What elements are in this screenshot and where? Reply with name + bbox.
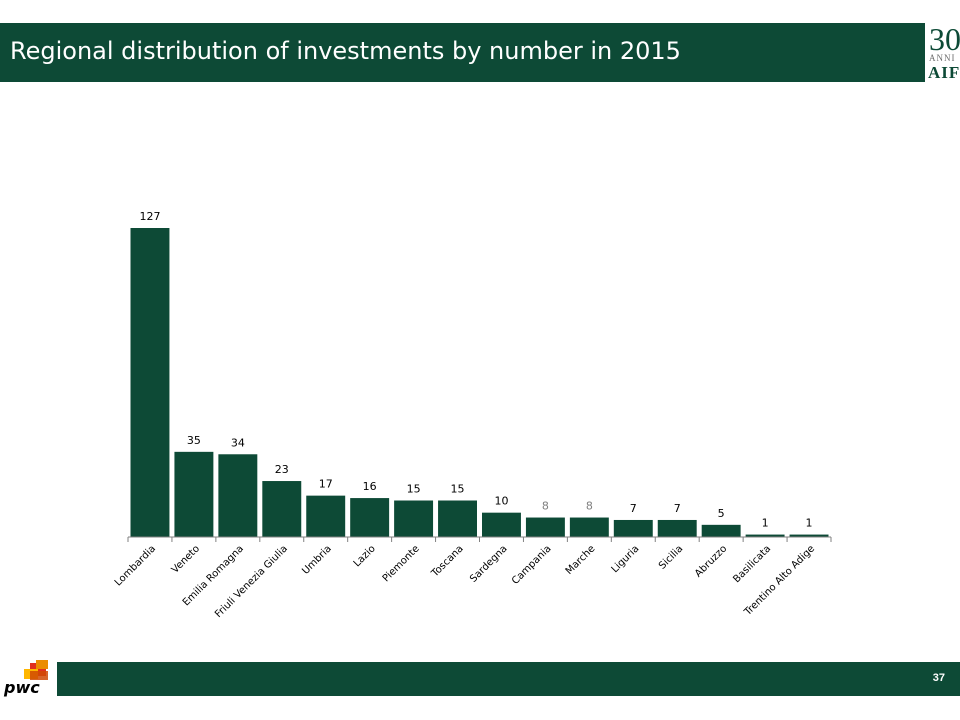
- category-label: Abruzzo: [693, 543, 729, 579]
- bar: [438, 500, 477, 537]
- data-label: 10: [494, 495, 508, 508]
- category-label: Campania: [510, 543, 554, 587]
- bar: [789, 534, 829, 537]
- bar: [569, 517, 609, 537]
- category-label: Sardegna: [468, 543, 510, 585]
- page-title: Regional distribution of investments by …: [10, 37, 681, 65]
- pwc-logo-text: pwc: [4, 678, 40, 697]
- bar: [174, 451, 214, 537]
- bar: [701, 524, 741, 537]
- data-label: 34: [231, 436, 245, 449]
- footer-bar: 37: [57, 662, 960, 696]
- data-label: 1: [806, 517, 813, 530]
- data-label: 127: [139, 210, 160, 223]
- category-label: Friuli Venezia Giulia: [213, 543, 290, 620]
- pwc-logo-mark: [24, 660, 48, 680]
- data-label: 8: [586, 500, 593, 513]
- bar: [525, 517, 565, 537]
- aifi-logo-anni: ANNI: [929, 53, 956, 63]
- data-label: 5: [718, 507, 725, 520]
- bar: [262, 481, 302, 537]
- data-label: 15: [451, 483, 465, 496]
- category-label: Lazio: [352, 543, 378, 569]
- bar: [482, 512, 521, 537]
- bar: [613, 519, 653, 537]
- category-label: Basilicata: [731, 543, 773, 585]
- category-label: Piemonte: [381, 543, 422, 584]
- bar: [657, 519, 697, 537]
- data-label: 15: [407, 483, 421, 496]
- pwc-logo: pwc: [0, 660, 56, 700]
- bar: [218, 454, 258, 537]
- data-label: 7: [674, 502, 681, 515]
- category-label: Veneto: [170, 543, 202, 575]
- category-label: Marche: [564, 543, 598, 577]
- aifi-logo: 30 ANNI AIFI: [926, 22, 960, 84]
- data-label: 1: [762, 517, 769, 530]
- data-label: 8: [542, 500, 549, 513]
- aifi-logo-number: 30: [929, 22, 960, 57]
- category-label: Toscana: [429, 543, 466, 580]
- data-label: 16: [363, 480, 377, 493]
- category-label: Umbria: [300, 543, 334, 577]
- bar: [394, 500, 434, 537]
- bar: [745, 534, 785, 537]
- data-label: 23: [275, 463, 289, 476]
- page-number: 37: [932, 672, 945, 684]
- bar: [130, 228, 170, 537]
- header-bar: Regional distribution of investments by …: [0, 23, 925, 82]
- bar: [350, 498, 390, 537]
- category-label: Liguria: [610, 543, 642, 575]
- data-label: 35: [187, 434, 201, 447]
- data-label: 17: [319, 478, 333, 491]
- category-label: Sicilia: [657, 543, 685, 571]
- aifi-logo-name: AIFI: [928, 63, 960, 82]
- bar: [306, 495, 346, 537]
- category-label: Lombardia: [113, 543, 158, 588]
- data-label: 7: [630, 502, 637, 515]
